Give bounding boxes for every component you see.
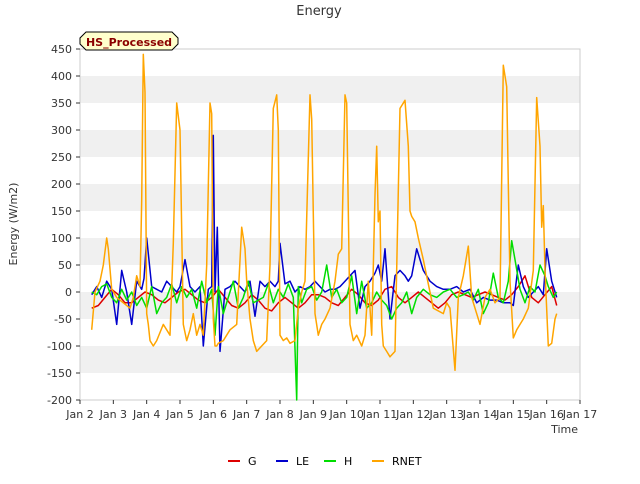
x-tick-label: Jan 6 xyxy=(199,408,227,421)
series-line-le xyxy=(91,134,558,353)
grid-bands xyxy=(80,76,580,373)
x-tick-label: Jan 16 xyxy=(528,408,563,421)
y-axis-label: Energy (W/m2) xyxy=(7,183,20,266)
x-axis-label: Time xyxy=(550,423,578,436)
y-tick-label: 50 xyxy=(58,259,72,272)
x-tick-label: Jan 17 xyxy=(562,408,597,421)
grid-band xyxy=(80,76,580,103)
y-tick-label: -150 xyxy=(47,367,72,380)
grid-band xyxy=(80,184,580,211)
x-tick-label: Jan 10 xyxy=(328,408,363,421)
annotation-frame xyxy=(79,31,179,51)
y-axis-ticks: -200 -150 -100 -50 0 50 100 150 200 250 300 350 400 4… xyxy=(47,43,80,407)
legend: G LE H RNET xyxy=(228,455,422,468)
y-tick-label: 0 xyxy=(65,286,72,299)
x-tick-label: Jan 11 xyxy=(362,408,397,421)
y-tick-label: 450 xyxy=(51,43,72,56)
legend-label-le: LE xyxy=(296,455,309,468)
x-tick-label: Jan 2 xyxy=(65,408,93,421)
y-tick-label: -50 xyxy=(54,313,72,326)
y-tick-label: 300 xyxy=(51,124,72,137)
x-tick-label: Jan 8 xyxy=(265,408,293,421)
y-tick-label: 350 xyxy=(51,97,72,110)
y-tick-label: -200 xyxy=(47,394,72,407)
grid-band xyxy=(80,346,580,373)
chart-title: Energy xyxy=(296,4,342,19)
y-tick-label: -100 xyxy=(47,340,72,353)
legend-label-rnet: RNET xyxy=(392,455,422,468)
y-tick-label: 200 xyxy=(51,178,72,191)
x-tick-label: Jan 12 xyxy=(395,408,430,421)
x-tick-label: Jan 4 xyxy=(132,408,160,421)
legend-label-h: H xyxy=(344,455,352,468)
grid-band xyxy=(80,238,580,265)
legend-label-g: G xyxy=(248,455,257,468)
y-tick-label: 400 xyxy=(51,70,72,83)
annotation-box: HS_Processed xyxy=(79,31,179,51)
series-line-rnet xyxy=(90,53,558,372)
plot-frame xyxy=(79,48,581,401)
x-tick-label: Jan 3 xyxy=(99,408,127,421)
x-tick-label: Jan 13 xyxy=(428,408,463,421)
x-tick-label: Jan 9 xyxy=(299,408,327,421)
series-line-g xyxy=(91,275,558,312)
y-tick-label: 150 xyxy=(51,205,72,218)
y-tick-label: 250 xyxy=(51,151,72,164)
series-line-h xyxy=(91,239,558,401)
x-tick-label: Jan 14 xyxy=(462,408,497,421)
x-tick-label: Jan 7 xyxy=(232,408,260,421)
x-axis-ticks: Jan 2 Jan 3 Jan 4 Jan 5 Jan 6 Jan 7 Jan 8 Jan 9… xyxy=(65,400,597,421)
y-tick-label: 100 xyxy=(51,232,72,245)
annotation-label: HS_Processed xyxy=(86,36,172,49)
series-layer xyxy=(90,53,558,401)
x-tick-label: Jan 15 xyxy=(495,408,530,421)
x-tick-label: Jan 5 xyxy=(165,408,193,421)
grid-band xyxy=(80,130,580,157)
